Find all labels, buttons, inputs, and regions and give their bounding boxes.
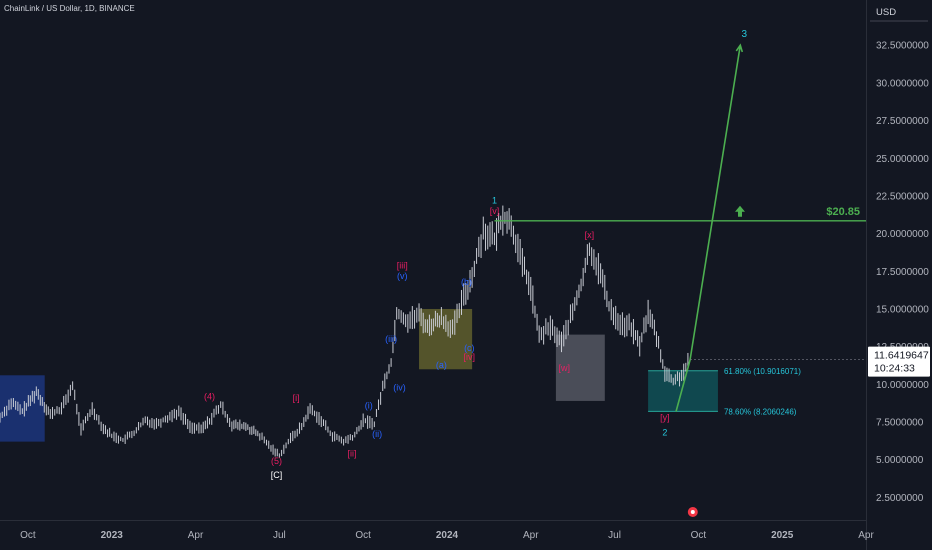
wave-label: [C] xyxy=(271,470,283,480)
currency-label: USD xyxy=(876,7,896,18)
wave-label: [x] xyxy=(585,230,595,240)
wave-label: (5) xyxy=(271,456,282,466)
y-tick-label: 27.5000000 xyxy=(876,116,929,127)
current-price-tag xyxy=(868,346,930,377)
countdown-value: 10:24:33 xyxy=(874,363,915,375)
y-tick-label: 5.0000000 xyxy=(876,455,924,466)
y-tick-label: 22.5000000 xyxy=(876,191,929,202)
target-zone xyxy=(648,370,718,412)
event-marker-dot xyxy=(690,510,695,514)
y-tick-label: 15.0000000 xyxy=(876,304,929,315)
wave-label: (ii) xyxy=(372,429,382,439)
wave-label: (a) xyxy=(436,360,447,370)
x-tick-label: Apr xyxy=(858,530,874,541)
wave-label: (v) xyxy=(397,271,408,281)
wave-label: [v] xyxy=(490,206,500,216)
wave-label: 2 xyxy=(662,428,667,438)
projection-line xyxy=(675,45,742,412)
x-tick-label: 2024 xyxy=(436,530,459,541)
y-tick-label: 30.0000000 xyxy=(876,78,929,89)
fib-label: 61.80% (10.9016071) xyxy=(724,367,801,376)
y-tick-label: 10.0000000 xyxy=(876,380,929,391)
projection-label: 3 xyxy=(742,29,748,40)
y-tick-label: 17.5000000 xyxy=(876,267,929,278)
wave-label: (b) xyxy=(461,277,472,287)
y-tick-label: 2.5000000 xyxy=(876,493,924,504)
price-axis-panel xyxy=(866,0,932,550)
wave-label: (i) xyxy=(365,400,373,410)
x-tick-label: Oct xyxy=(20,530,36,541)
x-tick-label: Jul xyxy=(608,530,621,541)
symbol-title: ChainLink / US Dollar, 1D, BINANCE xyxy=(4,4,135,13)
y-tick-label: 25.0000000 xyxy=(876,154,929,165)
resistance-label: $20.85 xyxy=(826,206,860,218)
x-tick-label: 2025 xyxy=(771,530,794,541)
up-arrow-icon xyxy=(735,205,745,217)
wave-label: (iv) xyxy=(393,382,406,392)
y-tick-label: 32.5000000 xyxy=(876,41,929,52)
wave-label: [ii] xyxy=(347,449,356,459)
x-tick-label: Apr xyxy=(188,530,204,541)
wave-label: [iii] xyxy=(397,260,408,270)
wave-label: [iv] xyxy=(464,352,476,362)
y-tick-label: 7.5000000 xyxy=(876,418,924,429)
wave-label: [w] xyxy=(559,363,571,373)
x-tick-label: Apr xyxy=(523,530,539,541)
wave-label: [i] xyxy=(293,393,300,403)
x-tick-label: Oct xyxy=(691,530,707,541)
x-tick-label: Oct xyxy=(355,530,371,541)
wave-label: (c) xyxy=(464,343,475,353)
x-tick-label: Jul xyxy=(273,530,286,541)
wave-label: (4) xyxy=(204,391,215,401)
y-tick-label: 20.0000000 xyxy=(876,229,929,240)
wave-label: [y] xyxy=(660,413,670,423)
x-tick-label: 2023 xyxy=(101,530,124,541)
projection-arrowhead xyxy=(735,43,744,53)
current-price-value: 11.6419647 xyxy=(874,350,929,362)
wave-label: (iii) xyxy=(385,334,397,344)
wave-label: 1 xyxy=(492,195,497,205)
fib-label: 78.60% (8.2060246) xyxy=(724,407,797,416)
